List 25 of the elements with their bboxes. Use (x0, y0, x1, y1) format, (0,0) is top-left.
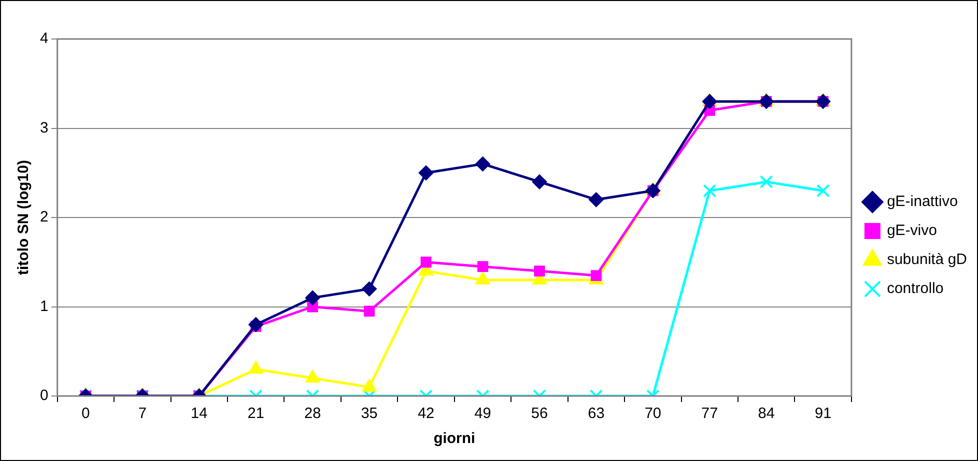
x-tick-label: 14 (190, 405, 208, 422)
y-tick-label: 0 (40, 387, 48, 404)
y-tick-label: 4 (40, 30, 48, 48)
x-tick-label: 84 (758, 405, 775, 422)
y-axis-title: titolo SN (log10) (15, 160, 32, 275)
x-tick-label: 77 (701, 405, 718, 422)
y-tick-label: 3 (40, 119, 48, 136)
legend-label: gE-vivo (886, 222, 937, 240)
legend-label: controllo (886, 280, 944, 298)
x-axis-title: giorni (434, 430, 476, 448)
x-tick-label: 42 (418, 405, 434, 422)
legend-label: gE-inattivo (886, 193, 958, 210)
x-tick-label: 91 (814, 405, 832, 422)
y-tick-label: 1 (40, 298, 48, 315)
x-tick-label: 49 (474, 405, 492, 422)
legend-label: subunità gD (886, 251, 968, 268)
x-tick-label: 0 (82, 405, 90, 422)
x-tick-label: 70 (644, 405, 662, 422)
x-tick-label: 28 (304, 405, 321, 422)
x-tick-label: 7 (138, 405, 147, 422)
x-tick-label: 56 (531, 405, 548, 422)
x-tick-label: 35 (360, 405, 378, 422)
y-tick-label: 2 (40, 208, 48, 226)
x-tick-label: 63 (588, 405, 605, 422)
x-tick-label: 21 (248, 405, 264, 422)
